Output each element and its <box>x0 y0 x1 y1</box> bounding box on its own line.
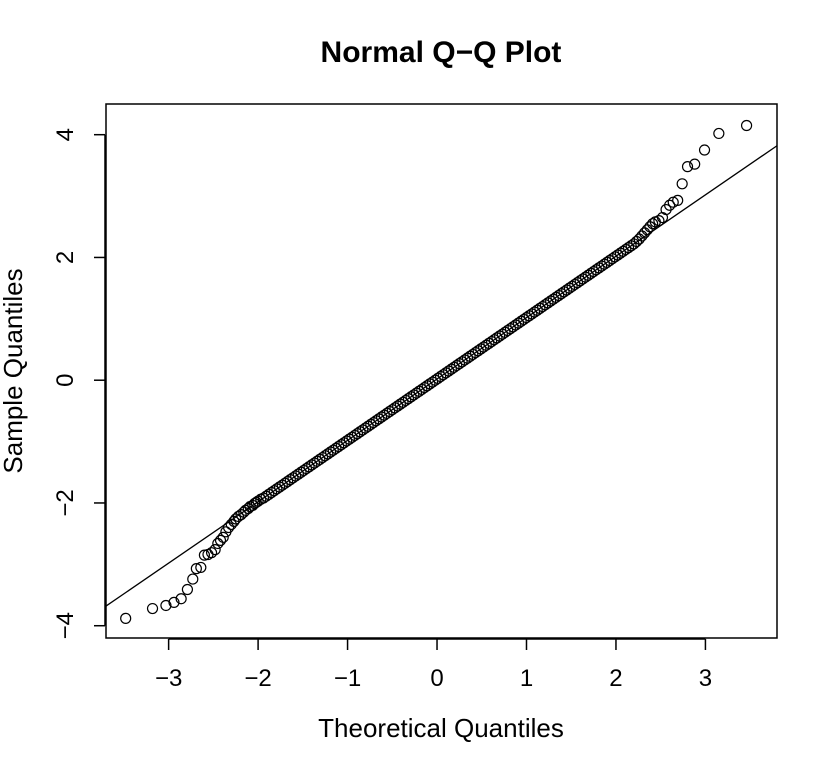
data-point <box>689 158 701 170</box>
y-axis-label: Sample Quantiles <box>0 268 28 473</box>
data-point <box>214 534 227 547</box>
data-point <box>205 547 218 559</box>
data-point <box>146 602 159 615</box>
data-point <box>647 218 659 230</box>
x-tick-label: 0 <box>430 665 443 692</box>
y-tick-label: 4 <box>52 128 79 141</box>
data-point <box>252 495 264 507</box>
x-tick-label: −3 <box>155 665 182 692</box>
x-tick-label: −1 <box>334 665 361 692</box>
y-tick-label: −2 <box>52 489 79 516</box>
data-point <box>740 119 753 132</box>
data-point <box>120 612 132 624</box>
data-point <box>198 549 211 561</box>
x-tick-label: 3 <box>699 665 712 692</box>
data-point <box>681 161 694 173</box>
data-point <box>672 194 684 206</box>
data-point <box>175 593 187 605</box>
x-tick-label: 1 <box>520 665 533 692</box>
y-axis: −4 −2 0 2 4 <box>52 128 106 639</box>
x-tick-label: −2 <box>244 665 271 692</box>
data-points <box>120 119 753 624</box>
data-point <box>160 599 172 612</box>
data-point <box>168 596 180 609</box>
data-point <box>195 561 207 574</box>
data-point <box>653 215 665 227</box>
y-tick-label: 0 <box>52 374 79 387</box>
chart-title: Normal Q−Q Plot <box>321 36 562 69</box>
data-point <box>217 531 229 543</box>
x-axis: −3 −2 −1 0 1 2 3 <box>155 638 712 692</box>
plot-frame <box>105 103 778 639</box>
y-tick-label: −4 <box>52 612 79 639</box>
data-point <box>187 573 199 585</box>
data-point <box>181 583 194 596</box>
y-tick-label: 2 <box>52 251 79 264</box>
data-point <box>190 563 202 575</box>
data-point <box>698 144 711 156</box>
x-axis-label: Theoretical Quantiles <box>318 713 564 743</box>
data-point <box>641 224 653 236</box>
data-point <box>209 544 221 556</box>
data-point <box>212 537 224 550</box>
data-point <box>664 199 676 211</box>
data-point <box>713 127 725 140</box>
x-tick-label: 2 <box>609 665 622 692</box>
data-point <box>676 178 688 190</box>
